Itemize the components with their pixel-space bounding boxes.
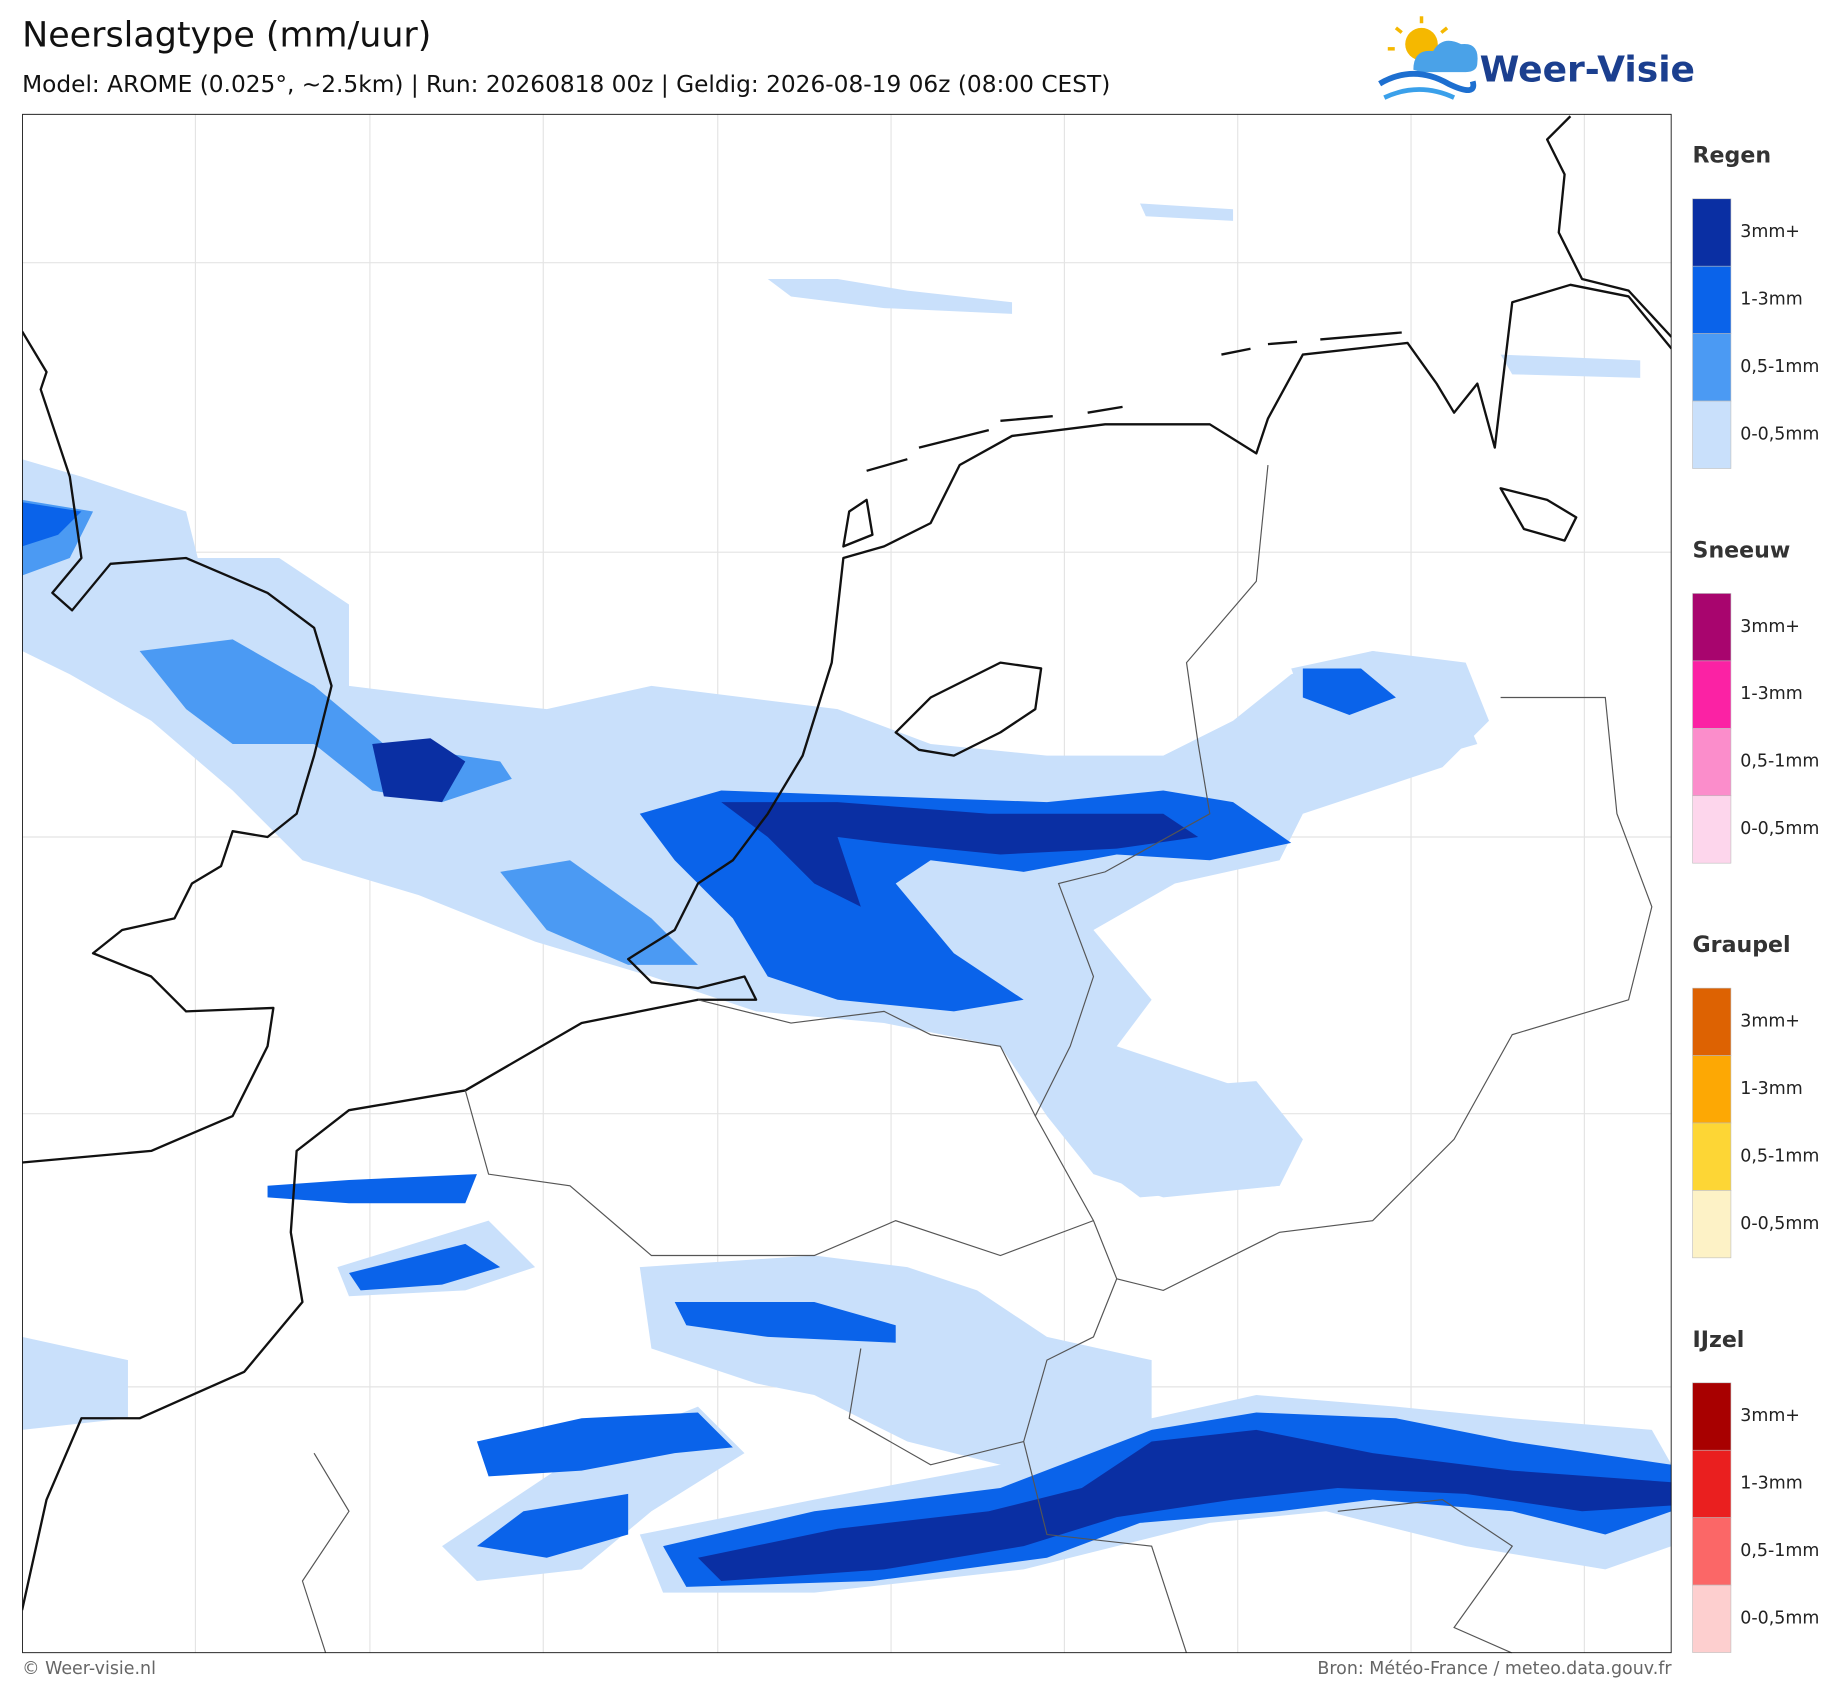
legend-label: 0-0,5mm <box>1740 819 1819 839</box>
legend-swatch <box>1692 333 1732 402</box>
subtitle: Model: AROME (0.025°, ~2.5km) | Run: 202… <box>22 71 1110 98</box>
legend-label: 1-3mm <box>1740 1079 1802 1099</box>
legend-swatch <box>1692 660 1732 729</box>
legend-label: 0,5-1mm <box>1740 752 1819 772</box>
legend-swatch <box>1692 795 1732 864</box>
legend-swatch <box>1692 593 1732 662</box>
legend-swatch <box>1692 1382 1732 1451</box>
coastlines <box>22 115 1672 1611</box>
legend-label: 0-0,5mm <box>1740 424 1819 444</box>
legend-label: 0-0,5mm <box>1740 1608 1819 1628</box>
legend-swatch <box>1692 987 1732 1056</box>
legend-label: 3mm+ <box>1740 617 1800 637</box>
legend-swatch <box>1692 1449 1732 1518</box>
legend-label: 0,5-1mm <box>1740 357 1819 377</box>
map <box>22 113 1672 1654</box>
legend-label: 0-0,5mm <box>1740 1214 1819 1234</box>
legend-title: Graupel <box>1693 932 1791 958</box>
legend-swatch <box>1692 1055 1732 1124</box>
legend-label: 3mm+ <box>1740 1012 1800 1032</box>
legend-label: 1-3mm <box>1740 290 1802 310</box>
logo-text: Weer-Visie <box>1480 49 1695 90</box>
footer-left: © Weer-visie.nl <box>22 1659 156 1679</box>
legend-swatch <box>1692 1190 1732 1259</box>
legend-title: Regen <box>1693 143 1772 169</box>
legend-swatch <box>1692 265 1732 334</box>
legend-swatch <box>1692 1517 1732 1586</box>
legend-swatch <box>1692 728 1732 797</box>
legend-swatch <box>1692 1122 1732 1191</box>
logo: Weer-Visie <box>1378 16 1695 100</box>
borders <box>301 464 1653 1654</box>
legend-label: 3mm+ <box>1740 222 1800 242</box>
title: Neerslagtype (mm/uur) <box>22 16 431 56</box>
legend-label: 0,5-1mm <box>1740 1541 1819 1561</box>
precipitation <box>22 203 1672 1593</box>
legend-swatch <box>1692 1584 1732 1653</box>
legend-label: 3mm+ <box>1740 1406 1800 1426</box>
footer-right: Bron: Météo-France / meteo.data.gouv.fr <box>1317 1659 1672 1679</box>
legend-label: 0,5-1mm <box>1740 1146 1819 1166</box>
legend-title: Sneeuw <box>1693 537 1791 563</box>
legend-title: IJzel <box>1693 1327 1745 1353</box>
legend-label: 1-3mm <box>1740 1474 1802 1494</box>
legend-swatch <box>1692 198 1732 267</box>
legend-label: 1-3mm <box>1740 684 1802 704</box>
legend: Regen 3mm+ 1-3mm 0,5-1mm 0-0,5mm Sneeuw 3mm+ 1-… <box>1692 143 1819 1653</box>
legend-swatch <box>1692 400 1732 469</box>
